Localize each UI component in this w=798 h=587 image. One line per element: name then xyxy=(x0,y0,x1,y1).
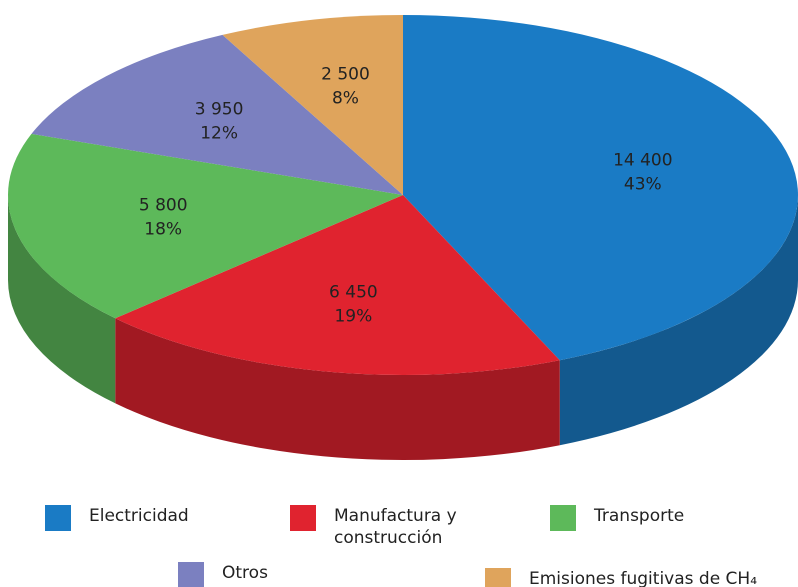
legend-swatch xyxy=(290,505,316,531)
slice-side xyxy=(8,195,116,404)
slice xyxy=(31,34,404,195)
percent-label: 18% xyxy=(144,220,182,240)
legend-swatch xyxy=(178,562,204,587)
slice xyxy=(7,133,404,319)
legend-item: Otros xyxy=(178,562,268,587)
slice xyxy=(222,15,403,195)
value-label: 5 800 xyxy=(139,196,188,216)
legend-item: Emisiones fugitivas de CH₄ xyxy=(485,568,757,587)
percent-label: 19% xyxy=(334,306,372,326)
legend-item: Electricidad xyxy=(45,505,189,531)
legend-item: Transporte xyxy=(550,505,684,531)
value-label: 3 950 xyxy=(195,99,244,119)
legend-swatch xyxy=(45,505,71,531)
legend-label: Otros xyxy=(222,563,268,583)
value-label: 6 450 xyxy=(329,282,378,302)
slice-side xyxy=(559,195,798,446)
legend-swatch xyxy=(485,568,511,587)
slice xyxy=(403,15,798,361)
legend-label: Emisiones fugitivas de CH₄ xyxy=(529,569,758,587)
legend-label: Transporte xyxy=(594,506,685,526)
value-label: 14 400 xyxy=(613,150,672,170)
percent-label: 12% xyxy=(200,123,238,143)
legend-swatch xyxy=(550,505,576,531)
legend-label: Electricidad xyxy=(89,506,189,526)
slice xyxy=(115,195,560,376)
percent-label: 43% xyxy=(624,174,662,194)
slice-side xyxy=(115,318,560,460)
legend-label: Manufactura y construcción xyxy=(334,506,457,548)
legend-item: Manufactura y construcción xyxy=(290,505,504,549)
pie-plot: 14 400 43% 6 450 19% 5 800 18% 3 950 12% 2 500 8% xyxy=(7,15,798,460)
percent-label: 8% xyxy=(332,89,359,109)
value-label: 2 500 xyxy=(321,65,370,85)
